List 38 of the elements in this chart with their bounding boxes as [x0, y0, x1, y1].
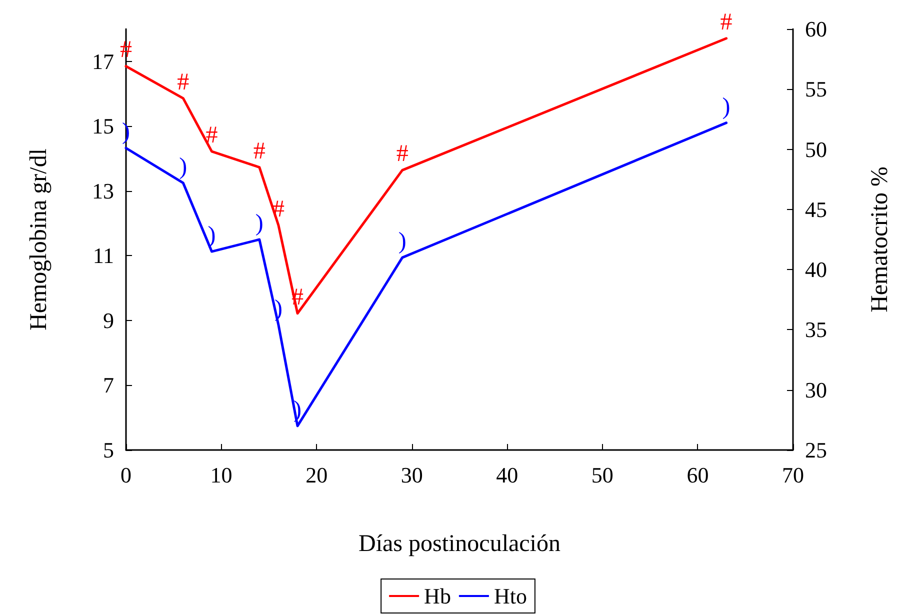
x-tick-label: 10 — [210, 462, 232, 488]
y-tick-label: 9 — [103, 308, 114, 333]
y-tick-label: 15 — [92, 114, 114, 139]
y2-tick-label: 40 — [805, 257, 827, 282]
y-tick-label: 7 — [103, 372, 114, 398]
line-series — [124, 122, 728, 428]
x-tick-label: 0 — [120, 462, 132, 488]
legend-label: Hb — [424, 584, 451, 608]
legend-label: Hto — [494, 584, 527, 608]
data-label: # — [253, 138, 266, 164]
y-tick-label: 5 — [103, 438, 114, 462]
x-tick-label: 50 — [591, 462, 614, 488]
x-tick-label: 30 — [400, 462, 423, 488]
data-label: ) — [179, 154, 188, 180]
x-tick-label: 60 — [686, 462, 709, 488]
y2-tick-label: 45 — [805, 196, 827, 222]
y2-tick-label: 30 — [805, 377, 827, 402]
y-tick-label: 11 — [92, 243, 114, 268]
x-tick-label: 40 — [496, 462, 518, 488]
x-tick-label: 20 — [306, 462, 328, 488]
y-tick-label: 17 — [92, 48, 114, 74]
y-axis-title: Hemoglobina gr/dl — [26, 148, 52, 330]
y2-tick-label: 35 — [805, 317, 827, 342]
x-axis-title: Días postinoculación — [358, 531, 560, 557]
x-tick-label: 70 — [782, 462, 804, 488]
y2-axis-title: Hematocrito % — [867, 166, 893, 312]
y2-tick-label: 60 — [805, 16, 827, 42]
y2-tick-label: 25 — [805, 438, 827, 462]
data-label: # — [177, 69, 190, 96]
y2-tick-label: 55 — [805, 76, 827, 102]
data-label: ) — [398, 228, 406, 255]
data-label: # — [206, 122, 218, 148]
data-label: # — [396, 141, 408, 168]
y-tick-label: 13 — [92, 178, 114, 204]
data-label: # — [720, 9, 732, 36]
y2-tick-label: 50 — [805, 136, 827, 162]
data-label: ) — [722, 94, 730, 120]
data-label: ) — [255, 210, 264, 236]
